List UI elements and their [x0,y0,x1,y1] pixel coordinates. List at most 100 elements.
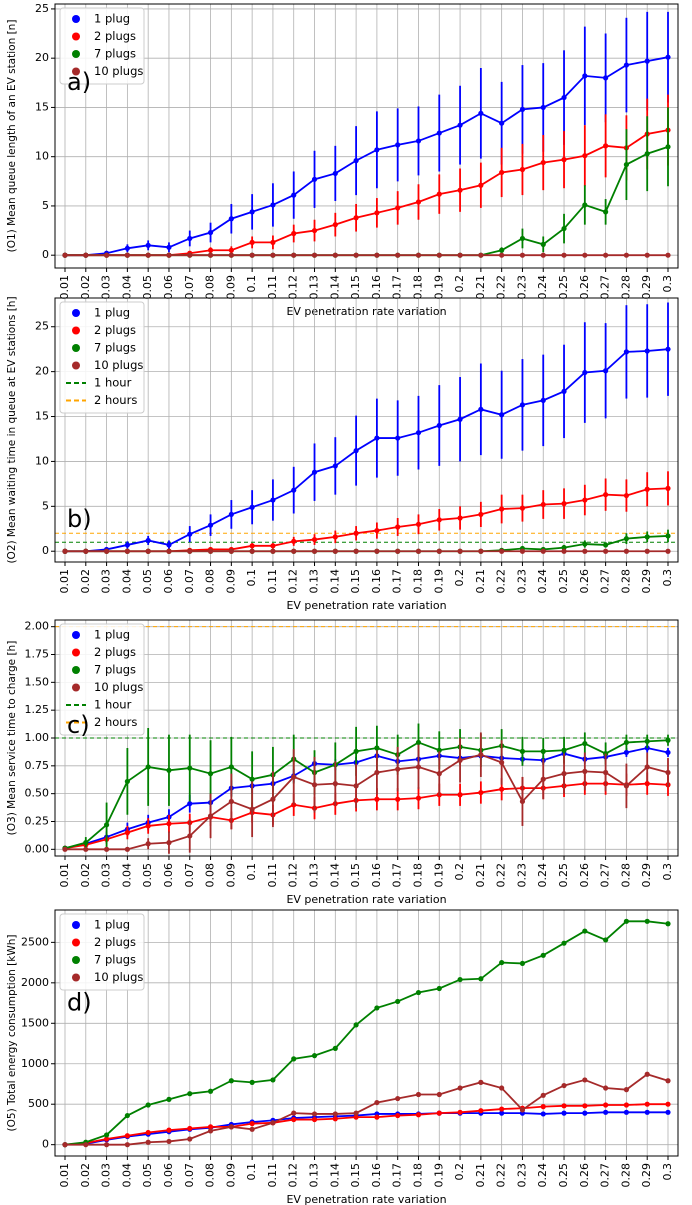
data-point [603,937,609,943]
data-point [249,209,255,215]
legend-box [59,7,145,85]
y-tick-label: 0.75 [25,759,50,772]
x-tick-label: 0.07 [183,863,196,888]
x-tick-label: 0.3 [661,1163,674,1181]
data-point [478,511,484,518]
x-tick-label: 0.15 [349,863,362,888]
data-point [187,252,193,258]
data-point [415,138,422,144]
data-point [561,548,567,554]
series-line [65,1073,669,1146]
data-point [665,54,671,60]
plot-frame [54,297,679,563]
x-tick-label: 0.09 [224,569,237,594]
legend-label: 10 plugs [94,970,143,984]
series-line [65,129,669,257]
data-point [124,245,130,251]
data-point [415,1091,422,1098]
x-tick-label: 0.3 [661,863,674,881]
x-tick-label: 0.02 [79,569,92,594]
data-point [311,252,318,258]
x-tick-label: 0.02 [79,275,92,300]
data-point [582,1077,588,1083]
y-axis-title: (O5) Total energy consumption [kWh] [6,935,18,1132]
data-point [644,781,650,787]
data-point [270,497,276,503]
data-point [644,745,650,751]
x-tick-label: 0.2 [453,1163,466,1181]
series-line [65,753,669,851]
x-tick-label: 0.17 [391,275,404,300]
data-point [187,1136,193,1142]
data-point [644,764,650,770]
x-tick-label: 0.01 [58,569,71,594]
legend-label: 7 plugs [94,953,136,967]
data-point [561,157,567,163]
data-point [499,959,505,966]
x-tick-label: 0.04 [120,569,133,594]
x-axis-title: EV penetration rate variation [286,305,446,318]
data-point [415,739,422,746]
x-tick-label: 0.14 [328,1163,341,1188]
data-point [103,1132,110,1138]
data-point [291,1056,297,1062]
data-point [166,252,172,258]
legend-label: 10 plugs [94,358,143,372]
data-point [582,497,588,503]
series-line [64,920,669,1146]
data-point [665,485,671,491]
legend-label: 1 hour [94,698,132,712]
data-point [166,1127,172,1133]
data-point [332,222,338,228]
data-point [644,486,650,492]
data-point [187,548,193,554]
data-point [353,530,359,536]
data-point [603,769,609,776]
data-point [457,976,463,983]
data-point [228,1078,234,1084]
data-point [103,822,110,828]
x-tick-label: 0.18 [411,275,424,300]
data-point [353,783,359,789]
legend-marker [72,938,80,947]
data-point [623,1109,630,1115]
data-point [291,487,297,493]
panel-label: b) [67,505,92,533]
data-point [249,776,255,782]
data-point [519,166,526,173]
data-point [457,416,463,422]
data-point [644,548,650,554]
x-tick-label: 0.22 [495,275,508,300]
data-point [623,492,630,499]
data-point [478,976,484,982]
data-point [228,548,234,554]
data-point [83,252,89,258]
data-point [124,1112,130,1119]
data-point [499,786,505,792]
legend-marker [72,361,80,370]
panel-label: d) [67,988,92,1016]
data-point [415,795,422,801]
y-tick-label: 20 [35,365,49,378]
data-point [582,541,588,547]
x-tick-label: 0.23 [515,863,528,888]
data-point [395,205,401,211]
x-tick-label: 0.2 [453,275,466,293]
data-point [311,548,318,554]
data-point [499,120,505,126]
data-point [270,252,276,258]
x-tick-label: 0.14 [328,569,341,594]
data-point [311,469,318,475]
data-point [166,840,172,846]
legend-marker [72,666,80,674]
data-point [83,840,89,846]
data-point [145,252,151,258]
x-tick-label: 0.05 [141,569,154,594]
data-point [415,548,422,554]
data-point [665,144,671,150]
x-tick-label: 0.12 [287,863,300,888]
data-point [623,1102,630,1108]
data-point [374,548,380,554]
legend-label: 1 plug [94,628,130,642]
data-point [249,239,255,245]
